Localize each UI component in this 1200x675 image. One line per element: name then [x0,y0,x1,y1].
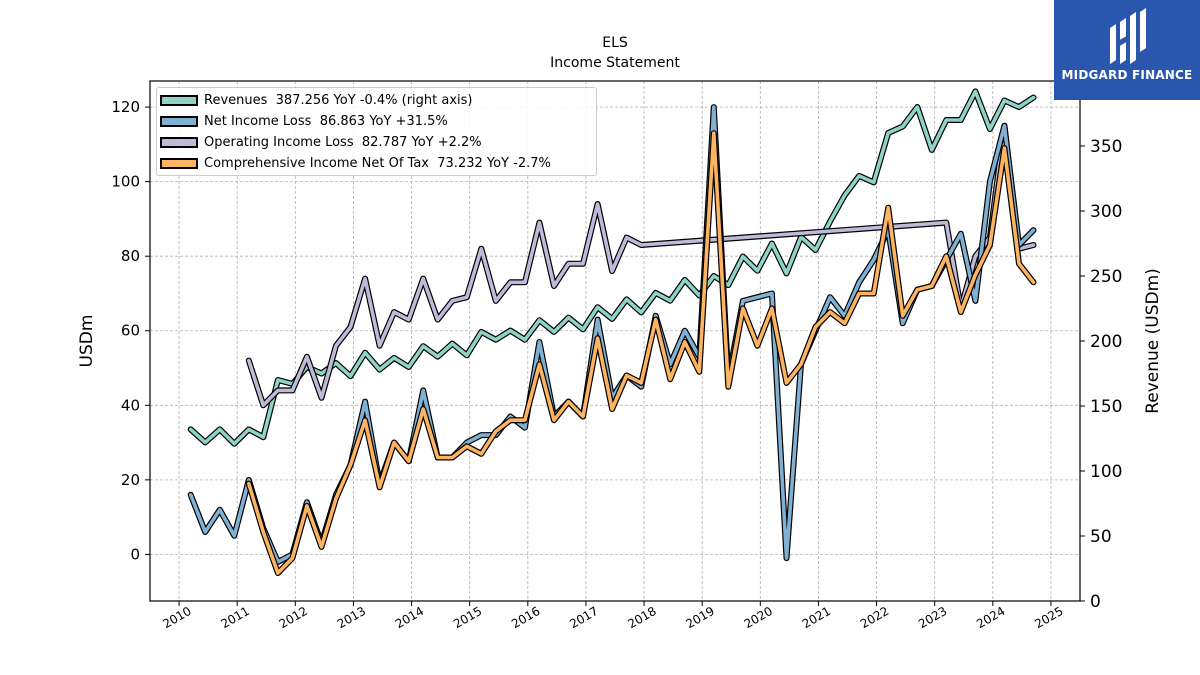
chart-title: ELS [602,35,628,51]
y2-tick-label: 50 [1090,527,1112,547]
y-tick-label: 120 [111,98,140,116]
y-tick-label: 80 [121,247,140,265]
legend-swatch [160,136,198,148]
y-tick-label: 60 [121,322,140,340]
legend-label: Revenues 387.256 YoY -0.4% (right axis) [204,92,473,108]
y2-tick-label: 200 [1090,332,1122,352]
x-tick-label: 2012 [277,604,310,631]
legend: Revenues 387.256 YoY -0.4% (right axis) … [156,87,597,176]
y-axis-label: USDm [77,315,97,368]
x-tick-label: 2025 [1032,604,1065,631]
legend-label: Net Income Loss 86.863 YoY +31.5% [204,113,448,129]
x-tick-label: 2024 [974,604,1007,631]
logo-mark-icon [1110,8,1146,64]
axes: 2010 2011 2012 2013 2014 2015 2016 2017 2018 2019… [111,98,1122,631]
x-tick-label: 2023 [916,604,949,631]
y2-tick-label: 250 [1090,267,1122,287]
x-tick-label: 2013 [335,604,368,631]
legend-item-comprehensive-income: Comprehensive Income Net Of Tax 73.232 Y… [160,154,551,172]
x-tick-label: 2011 [218,604,251,631]
x-tick-label: 2015 [451,604,484,631]
series-line-comprehensive-income-net-of-tax [247,131,1036,575]
y2-tick-label: 350 [1090,137,1122,157]
brand-logo: MIDGARD FINANCE [1054,0,1200,100]
y2-tick-label: 150 [1090,397,1122,417]
y-tick-label: 100 [111,173,140,191]
legend-swatch [160,94,198,106]
x-tick-label: 2014 [393,604,426,631]
y-tick-label: 20 [121,471,140,489]
legend-label: Operating Income Loss 82.787 YoY +2.2% [204,134,482,150]
x-tick-label: 2022 [858,604,891,631]
x-tick-label: 2020 [742,604,775,631]
legend-swatch [160,115,198,127]
plot-lines [187,88,1037,576]
legend-item-net-income: Net Income Loss 86.863 YoY +31.5% [160,112,448,130]
x-tick-label: 2016 [509,604,542,631]
y2-axis-label: Revenue (USDm) [1143,268,1163,414]
y-tick-label: 40 [121,396,140,414]
y2-tick-label: 100 [1090,462,1122,482]
legend-label: Comprehensive Income Net Of Tax 73.232 Y… [204,155,551,171]
legend-swatch [160,157,198,169]
x-tick-label: 2018 [625,604,658,631]
x-tick-label: 2010 [160,604,193,631]
y2-tick-label: 300 [1090,202,1122,222]
logo-text: MIDGARD FINANCE [1061,68,1193,82]
legend-item-operating-income: Operating Income Loss 82.787 YoY +2.2% [160,133,482,151]
x-tick-label: 2017 [567,604,600,631]
y-tick-label: 0 [130,545,140,563]
chart-subtitle: Income Statement [550,55,680,71]
legend-item-revenues: Revenues 387.256 YoY -0.4% (right axis) [160,91,473,109]
x-tick-label: 2021 [800,604,833,631]
y2-tick-label: 0 [1090,592,1101,612]
x-tick-label: 2019 [683,604,716,631]
